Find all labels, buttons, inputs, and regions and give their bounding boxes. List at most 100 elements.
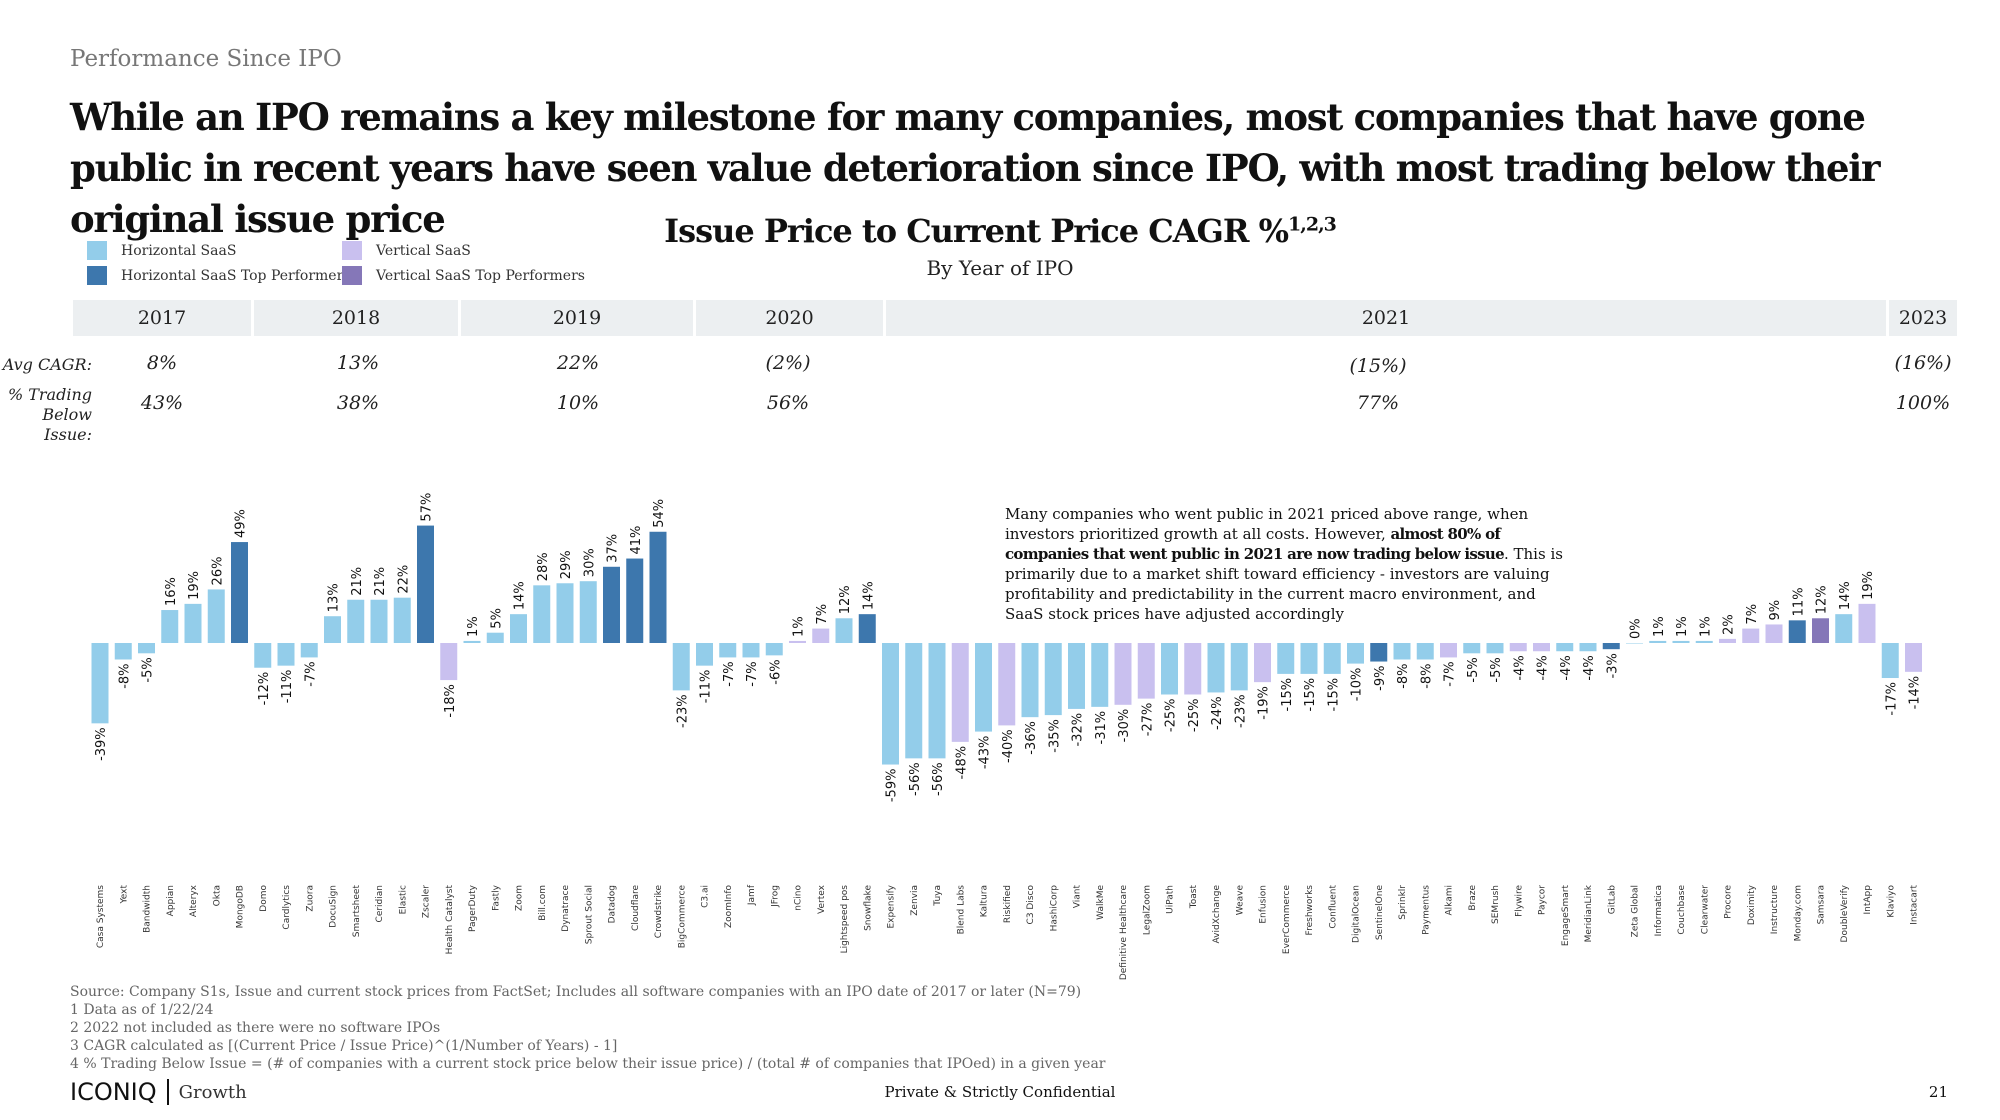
bar-blend-labs: [951, 643, 969, 742]
value-label: -14%: [1908, 676, 1923, 710]
value-label: -7%: [303, 661, 318, 686]
headline: While an IPO remains a key milestone for…: [70, 95, 1881, 241]
value-label: -15%: [1280, 678, 1295, 712]
value-label: -4%: [1559, 655, 1574, 680]
legend-vertical: Vertical SaaS: [342, 241, 471, 260]
trading-below-label-line1: % Trading: [7, 385, 92, 404]
bar-paymentus: [1416, 643, 1434, 660]
bar-zscaler: [417, 525, 434, 643]
chart-title: Issue Price to Current Price CAGR %1,2,3: [0, 212, 2000, 250]
category-label: Dynatrace: [561, 885, 571, 932]
category-label: MeridianLink: [1584, 884, 1594, 942]
avg-2017: 8%: [146, 352, 178, 374]
value-label: 7%: [1745, 604, 1760, 625]
bar-pagerduty: [463, 640, 481, 643]
chart-subtitle: By Year of IPO: [926, 256, 1074, 280]
bar-alteryx: [184, 603, 202, 643]
trading-2019: 10%: [556, 392, 600, 414]
bar-datadog: [603, 566, 620, 643]
category-label: Freshworks: [1305, 885, 1315, 936]
category-label: Paycor: [1538, 885, 1548, 915]
category-label: UiPath: [1166, 885, 1176, 914]
category-label: Zuora: [305, 885, 315, 912]
category-label: Klaviyo: [1886, 885, 1896, 918]
bar-toast: [1184, 643, 1202, 695]
annotation-bold: almost 80% of companies that went public…: [1005, 525, 1505, 563]
bar-zuora: [300, 643, 318, 658]
value-label: 7%: [815, 604, 830, 625]
category-label: EngageSmart: [1561, 885, 1571, 947]
value-label: 0%: [1629, 618, 1644, 639]
footnote-4: 4 % Trading Below Issue = (# of companie…: [70, 1056, 1106, 1072]
legend-swatch: [342, 266, 362, 285]
value-label: 1%: [1675, 616, 1690, 637]
category-label: Confluent: [1328, 885, 1338, 929]
category-label: Vertex: [817, 884, 827, 914]
category-label: Zeta Global: [1631, 885, 1641, 937]
trading-below-label-line2: Below Issue:: [42, 405, 92, 444]
value-label: -6%: [768, 659, 783, 684]
footnotes: Source: Company S1s, Issue and current s…: [70, 983, 1106, 1073]
bar-expensify: [882, 643, 899, 765]
page-number: 21: [1928, 1083, 1948, 1101]
bar-health-catalyst: [440, 643, 458, 681]
value-label: 14%: [513, 581, 528, 610]
category-label: Ceridian: [375, 885, 385, 922]
bar-lightspeed-pos: [835, 618, 853, 643]
legend-horizontal-top: Horizontal SaaS Top Performers: [87, 266, 350, 285]
category-label: Health Catalyst: [445, 885, 455, 955]
value-label: -7%: [745, 661, 760, 686]
category-label: LegalZoom: [1142, 885, 1152, 935]
value-label: 49%: [234, 509, 249, 538]
bar-flywire: [1509, 643, 1527, 652]
annotation-text-1: Many companies who went public in 2021 p…: [1005, 505, 1529, 543]
value-label: -36%: [1024, 721, 1039, 755]
bar-jfrog: [765, 643, 783, 656]
category-label: JFrog: [770, 885, 780, 908]
bar-weave: [1230, 643, 1248, 691]
bar-cloudflare: [626, 558, 644, 643]
category-label: Instructure: [1770, 885, 1780, 935]
value-label: 9%: [1768, 600, 1783, 621]
value-label: -11%: [699, 670, 714, 704]
footnote-3: 3 CAGR calculated as [(Current Price / I…: [70, 1038, 618, 1054]
category-label: Domo: [259, 885, 269, 912]
bar-bill-com: [533, 585, 551, 643]
bar-riskified: [998, 643, 1016, 726]
bar-uipath: [1161, 643, 1178, 695]
category-label: Clearwater: [1700, 885, 1710, 934]
avg-cagr-label: Avg CAGR:: [2, 355, 92, 374]
footnote-source: Source: Company S1s, Issue and current s…: [70, 984, 1082, 1000]
legend-swatch: [342, 241, 362, 260]
value-label: -5%: [141, 657, 156, 682]
trading-2017: 43%: [140, 392, 184, 414]
chart-title-footnotes: 1,2,3: [1288, 213, 1337, 236]
logo-divider: [166, 1079, 169, 1105]
year-header-2019: 2019: [461, 300, 693, 336]
bar-sentinelone: [1370, 643, 1388, 662]
value-label: -59%: [885, 769, 900, 803]
category-label: EverCommerce: [1282, 885, 1292, 955]
category-label: Weave: [1235, 885, 1245, 916]
legend-swatch: [87, 241, 107, 260]
category-label: BigCommerce: [677, 885, 687, 949]
category-label: Datadog: [608, 885, 618, 923]
value-label: 37%: [606, 534, 621, 563]
avg-2023: (16%): [1894, 352, 1952, 374]
trading-2023: 100%: [1895, 392, 1951, 414]
category-label: Toast: [1189, 885, 1199, 910]
category-label: Alkami: [1445, 885, 1455, 916]
value-label: 12%: [1815, 585, 1830, 614]
category-label: Alteryx: [189, 884, 199, 917]
category-label: AvidXchange: [1212, 885, 1222, 944]
bar-gitlab: [1602, 643, 1620, 650]
category-label: PagerDuty: [468, 884, 478, 932]
bar-ncino: [789, 640, 806, 643]
category-label: Elastic: [398, 885, 408, 914]
value-label: -56%: [931, 762, 946, 796]
value-label: -23%: [675, 694, 690, 728]
bar-braze: [1463, 643, 1481, 654]
category-label: Zenvia: [910, 885, 920, 916]
footnote-1: 1 Data as of 1/22/24: [70, 1002, 214, 1018]
bar-clearwater: [1695, 640, 1713, 643]
